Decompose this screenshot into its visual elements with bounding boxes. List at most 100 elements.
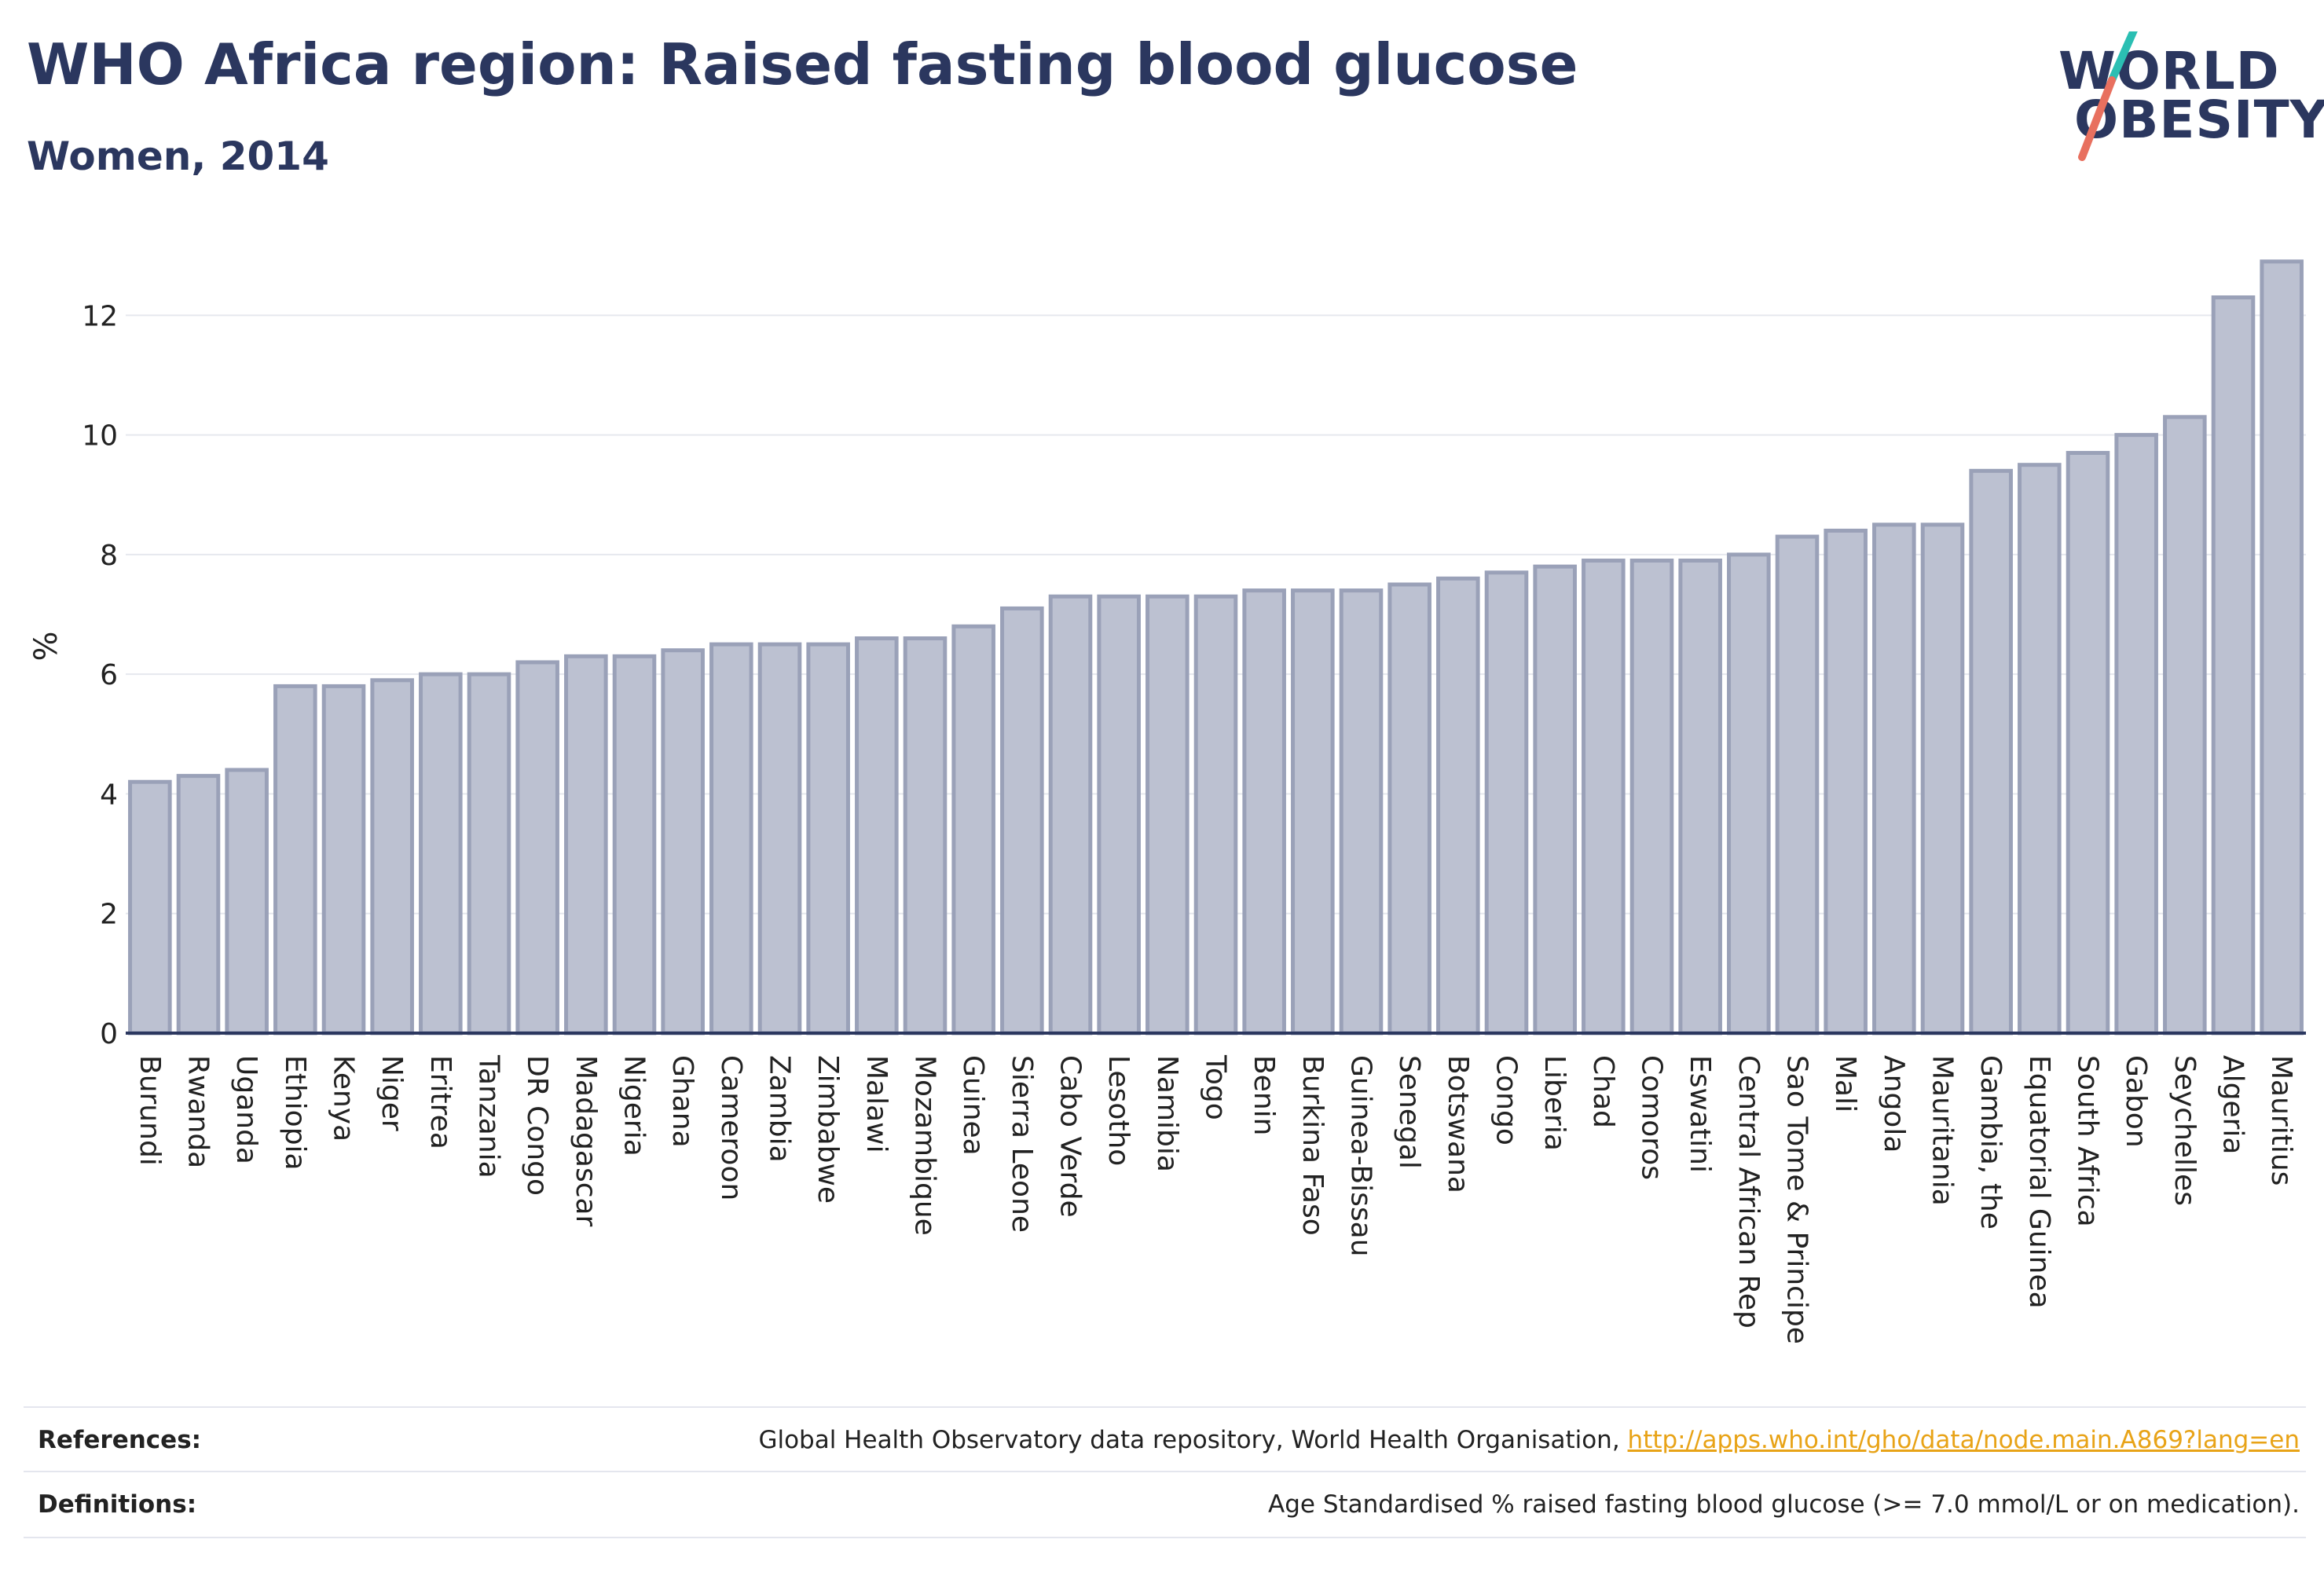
bar [951,624,995,1035]
x-tick-label: Eswatini [1684,1055,1716,1173]
x-tick-label: Angola [1878,1055,1910,1153]
x-tick-label: Zimbabwe [812,1055,844,1204]
x-tick-label: Algeria [2217,1055,2249,1155]
x-tick-label: Lesotho [1102,1055,1135,1166]
bar [1920,522,1965,1035]
bar-chart: 0 2 4 6 8 10 12 % Burundi Rwanda Uganda Ethiopia K… [28,259,2306,1344]
x-tick-label: Mauritius [2265,1055,2297,1186]
bar [1484,570,1529,1035]
bar [321,684,366,1035]
bar [176,774,221,1035]
x-tick-label: Ghana [666,1055,698,1148]
bar [370,678,414,1035]
x-tick-label: Congo [1490,1055,1523,1145]
bar [2163,415,2207,1035]
bar [419,672,463,1035]
bar [1969,468,2013,1035]
references-row: References: Global Health Observatory da… [24,1406,2306,1472]
bar [1291,588,1335,1035]
bar [1629,559,1674,1035]
x-tick-label: Zambia [764,1055,796,1163]
logo-slash-icon [2078,31,2138,161]
y-axis-ticks: 0 2 4 6 8 10 12 [82,300,118,1050]
x-tick-label: Chad [1587,1055,1619,1128]
definitions-label: Definitions: [38,1490,197,1519]
x-tick-label: Kenya [328,1055,360,1142]
bar [806,642,850,1035]
x-tick-label: Togo [1200,1054,1232,1120]
chart-title: WHO Africa region: Raised fasting blood … [27,31,1578,97]
x-tick-label: Benin [1248,1055,1280,1135]
definitions-row: Definitions: Age Standardised % raised f… [24,1471,2306,1538]
x-tick-label: Botswana [1442,1055,1474,1193]
x-tick-label: Cameroon [715,1055,747,1200]
x-tick-label: Mali [1829,1055,1861,1112]
x-tick-label: Burundi [134,1055,166,1166]
bar [1146,594,1189,1035]
bar [709,642,753,1035]
bar [2114,433,2158,1035]
x-tick-label: Rwanda [182,1055,214,1168]
x-tick-label: Central African Rep [1732,1055,1765,1329]
x-tick-label: Nigeria [618,1055,651,1156]
bar [1193,594,1238,1035]
y-tick-label: 4 [100,779,118,811]
x-tick-label: Namibia [1151,1055,1183,1172]
bar [661,648,705,1035]
x-tick-label: Cabo Verde [1054,1055,1087,1218]
bar [2018,463,2062,1035]
x-tick-label: Seychelles [2168,1055,2201,1206]
x-tick-label: Uganda [230,1055,262,1164]
x-tick-label: Mauritania [1926,1055,1959,1206]
x-tick-label: Guinea [957,1055,989,1156]
bar [1582,559,1626,1035]
x-tick-label: Liberia [1538,1055,1571,1151]
bar [2066,450,2110,1035]
references-text: Global Health Observatory data repositor… [758,1426,1628,1454]
bar [1436,576,1480,1035]
bar [1339,588,1384,1035]
bar [564,654,608,1035]
bar [2260,259,2304,1035]
x-tick-label: Equatorial Guinea [2023,1055,2055,1309]
bar [1387,582,1431,1035]
bar [225,768,269,1035]
references-link[interactable]: http://apps.who.int/gho/data/node.main.A… [1627,1426,2300,1454]
bar [467,672,511,1035]
bar [273,684,317,1035]
y-tick-label: 8 [100,540,118,572]
bar [2211,295,2256,1035]
x-tick-label: Senegal [1393,1055,1425,1169]
x-tick-label: Sierra Leone [1006,1055,1038,1233]
y-tick-label: 10 [82,420,118,453]
definitions-text: Age Standardised % raised fasting blood … [1268,1490,2300,1519]
x-tick-label: Gambia, the [1974,1055,2007,1230]
y-tick-label: 0 [100,1018,118,1050]
x-tick-label: South Africa [2072,1055,2104,1227]
x-tick-label: Sao Tome & Principe [1781,1055,1813,1344]
bar [1242,588,1286,1035]
bar [1097,594,1141,1035]
references-value: Global Health Observatory data repositor… [758,1426,2306,1454]
x-tick-label: Guinea-Bissau [1345,1055,1377,1257]
y-tick-label: 6 [100,659,118,691]
bar [1775,534,1820,1035]
x-tick-label: Niger [376,1055,408,1131]
bar [1872,522,1916,1035]
bar [903,636,948,1035]
x-tick-label: Madagascar [570,1055,602,1227]
x-tick-label: Tanzania [473,1054,505,1178]
bar [1727,552,1771,1035]
x-tick-label: Eritrea [424,1055,456,1149]
y-tick-label: 2 [100,899,118,931]
bar [515,660,559,1035]
bar [757,642,802,1035]
x-tick-label: Ethiopia [279,1055,311,1171]
bar [855,636,899,1035]
bar [1048,594,1093,1035]
logo-text-world: WORLD [2058,41,2280,101]
bar [128,779,172,1035]
chart-subtitle: Women, 2014 [27,134,329,179]
logo-text-obesity: OBESITY [2074,90,2324,150]
x-axis-labels: Burundi Rwanda Uganda Ethiopia Kenya Niger Eri… [134,1054,2297,1344]
